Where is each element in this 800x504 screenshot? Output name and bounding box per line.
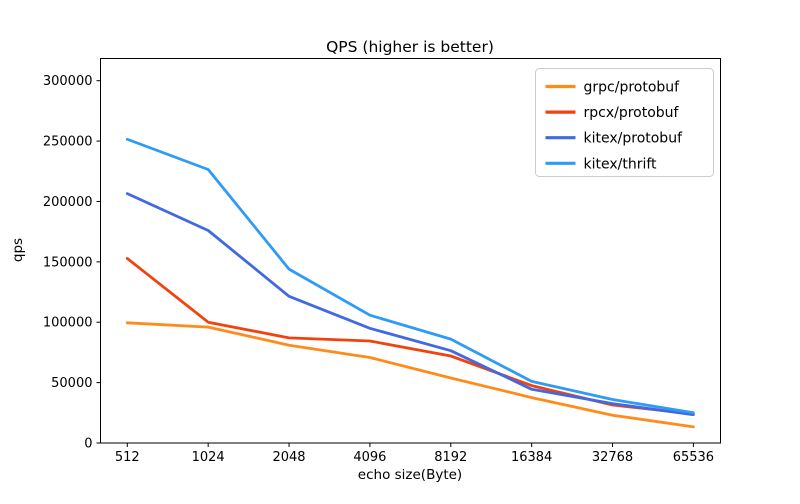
y-axis-ticks: 0 50000 100000 150000 200000 250000 300000: [43, 74, 101, 452]
x-tick-label: 8192: [434, 450, 467, 465]
y-tick-label: 100000: [43, 316, 93, 331]
legend-label: kitex/protobuf: [584, 131, 684, 147]
y-tick-label: 200000: [43, 195, 93, 210]
x-axis-ticks: 512 1024 2048 4096 8192 16384 32768 65536: [115, 443, 714, 465]
x-tick-label: 4096: [353, 450, 386, 465]
x-tick-label: 1024: [192, 450, 225, 465]
series-lines: [125, 137, 695, 429]
legend-box: [535, 68, 714, 177]
x-tick-label: 65536: [673, 450, 714, 465]
y-tick-label: 0: [84, 437, 92, 452]
legend-label: rpcx/protobuf: [584, 105, 680, 121]
y-tick-label: 150000: [43, 255, 93, 270]
y-tick-label: 250000: [43, 135, 93, 150]
chart-title: QPS (higher is better): [326, 38, 494, 56]
x-tick-label: 32768: [592, 450, 633, 465]
legend-label: grpc/protobuf: [584, 80, 681, 96]
series-line-grpc-protobuf: [125, 321, 695, 429]
legend-label: kitex/thrift: [584, 156, 658, 172]
y-tick-label: 50000: [51, 376, 92, 391]
x-axis-label: echo size(Byte): [358, 467, 462, 483]
plot-area: [100, 58, 721, 444]
x-tick-label: 512: [115, 450, 140, 465]
y-tick-label: 300000: [43, 74, 93, 89]
y-axis-label: qps: [10, 238, 26, 262]
x-tick-label: 16384: [511, 450, 552, 465]
x-tick-label: 2048: [272, 450, 305, 465]
series-line-kitex-protobuf: [125, 192, 695, 417]
series-line-kitex-thrift: [125, 137, 695, 415]
legend: grpc/protobuf rpcx/protobuf kitex/protobuf…: [535, 68, 714, 177]
